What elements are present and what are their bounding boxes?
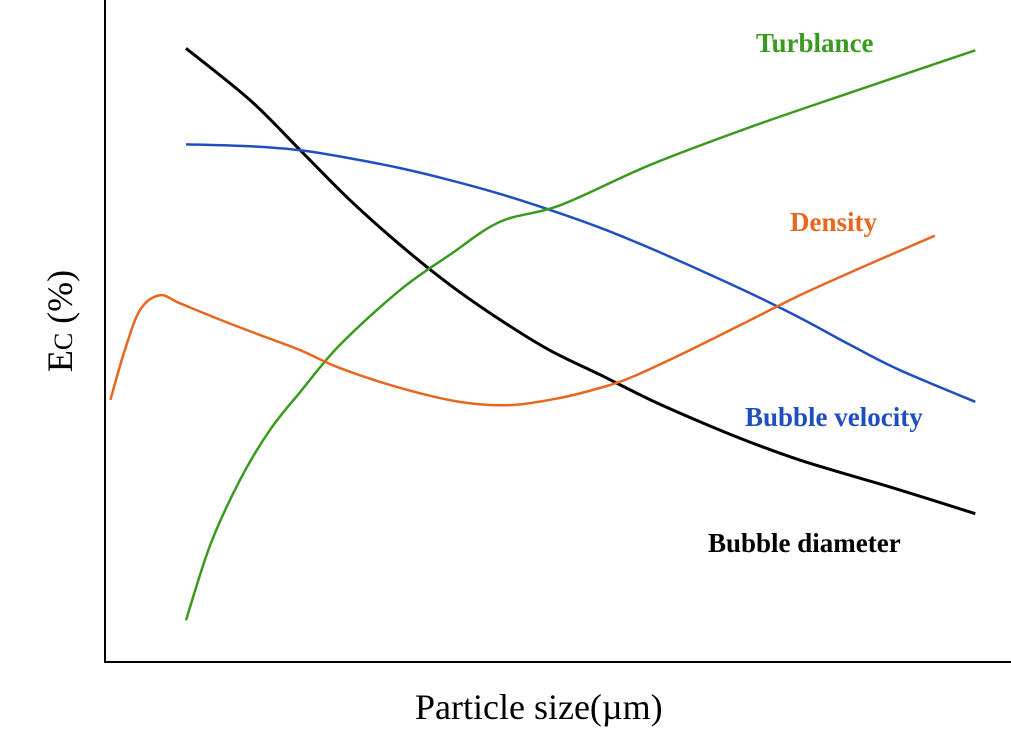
series-line-bubble-diameter [185,47,976,516]
series-line-turblance [184,49,976,621]
y-axis-label: EC (%) [40,269,80,373]
series-line-density [109,234,936,407]
label-bubble-velocity: Bubble velocity [745,402,923,432]
label-turblance: Turblance [756,28,874,58]
label-density: Density [790,207,877,237]
x-axis-label: Particle size(µm) [415,687,663,727]
label-bubble-diameter: Bubble diameter [708,528,901,558]
series-line-bubble-velocity [185,143,976,403]
